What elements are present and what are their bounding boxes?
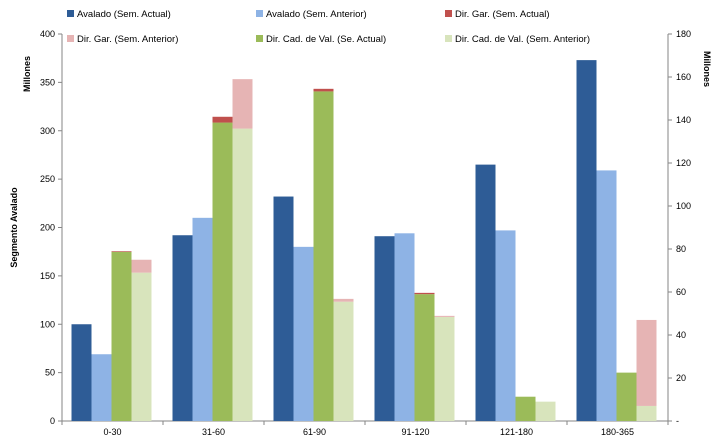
bar [333, 298, 354, 302]
bar [576, 60, 597, 422]
bars [71, 60, 657, 422]
bar [172, 235, 193, 421]
y2-tick-label: 140 [676, 115, 691, 125]
legend-label: Dir. Cad. de Val. (Se. Actual) [266, 34, 386, 45]
bar [434, 316, 455, 421]
y2-tick-label: 100 [676, 201, 691, 211]
bar [71, 324, 92, 421]
legend-swatch [67, 35, 74, 42]
y2-tick-label: 120 [676, 158, 691, 168]
y-tick-label: 100 [40, 319, 55, 329]
y-tick-label: 0 [50, 416, 55, 426]
y2-tick-label: 40 [676, 330, 686, 340]
bar [232, 128, 253, 421]
y2-tick-label: - [676, 416, 679, 426]
bar [333, 301, 354, 421]
y-tick-label: 350 [40, 77, 55, 87]
bar [374, 236, 395, 421]
axes: 0 50 100 150 200 250 300 350 400 - 20 40 60 80 100 120 1… [40, 29, 691, 437]
bar [293, 246, 314, 421]
legend-swatch [67, 10, 74, 17]
y-tick-label: 300 [40, 126, 55, 136]
legend-label: Dir. Cad. de Val. (Sem. Anterior) [455, 34, 590, 45]
legend-label: Dir. Gar. (Sem. Actual) [455, 9, 550, 20]
y2-tick-label: 160 [676, 72, 691, 82]
y-tick-label: 250 [40, 174, 55, 184]
legend-label: Avalado (Sem. Anterior) [266, 9, 367, 20]
x-tick-label: 180-365 [601, 427, 634, 437]
bar [212, 116, 233, 123]
bar [111, 251, 132, 252]
legend: Avalado (Sem. Actual) Avalado (Sem. Anter… [67, 9, 590, 45]
y-tick-label: 150 [40, 271, 55, 281]
x-tick-label: 121-180 [500, 427, 533, 437]
bar [131, 259, 152, 273]
bar [313, 88, 334, 92]
legend-label: Avalado (Sem. Actual) [77, 9, 171, 20]
bar [232, 79, 253, 129]
bar [394, 233, 415, 421]
bar [535, 401, 556, 421]
bar [636, 319, 657, 406]
bar [475, 164, 496, 422]
y2-tick-label: 60 [676, 287, 686, 297]
legend-swatch [256, 10, 263, 17]
bar [313, 91, 334, 421]
y2-axis-units-label: Millones [702, 51, 712, 87]
bar [616, 372, 637, 421]
bar [515, 396, 536, 421]
legend-swatch [445, 35, 452, 42]
bar [596, 170, 617, 421]
legend-swatch [445, 10, 452, 17]
y2-tick-label: 20 [676, 373, 686, 383]
y-tick-label: 200 [40, 223, 55, 233]
bar [636, 405, 657, 421]
bar [273, 196, 294, 421]
bar [414, 292, 435, 295]
legend-label: Dir. Gar. (Sem. Anterior) [77, 34, 178, 45]
y2-tick-label: 80 [676, 244, 686, 254]
y-tick-label: 50 [45, 368, 55, 378]
x-tick-label: 61-90 [303, 427, 326, 437]
y-axis-units-label: Millones [22, 56, 32, 92]
bar [434, 315, 455, 317]
y-tick-label: 400 [40, 29, 55, 39]
bar [414, 294, 435, 421]
y-axis-title: Segmento Avalado [9, 187, 19, 268]
y2-tick-label: 180 [676, 29, 691, 39]
legend-swatch [256, 35, 263, 42]
bar [111, 251, 132, 421]
bar [131, 272, 152, 421]
bar [192, 217, 213, 421]
bar [91, 354, 112, 421]
bar [212, 122, 233, 421]
x-tick-label: 91-120 [401, 427, 429, 437]
bar [495, 230, 516, 421]
x-tick-label: 31-60 [202, 427, 225, 437]
x-tick-label: 0-30 [103, 427, 121, 437]
